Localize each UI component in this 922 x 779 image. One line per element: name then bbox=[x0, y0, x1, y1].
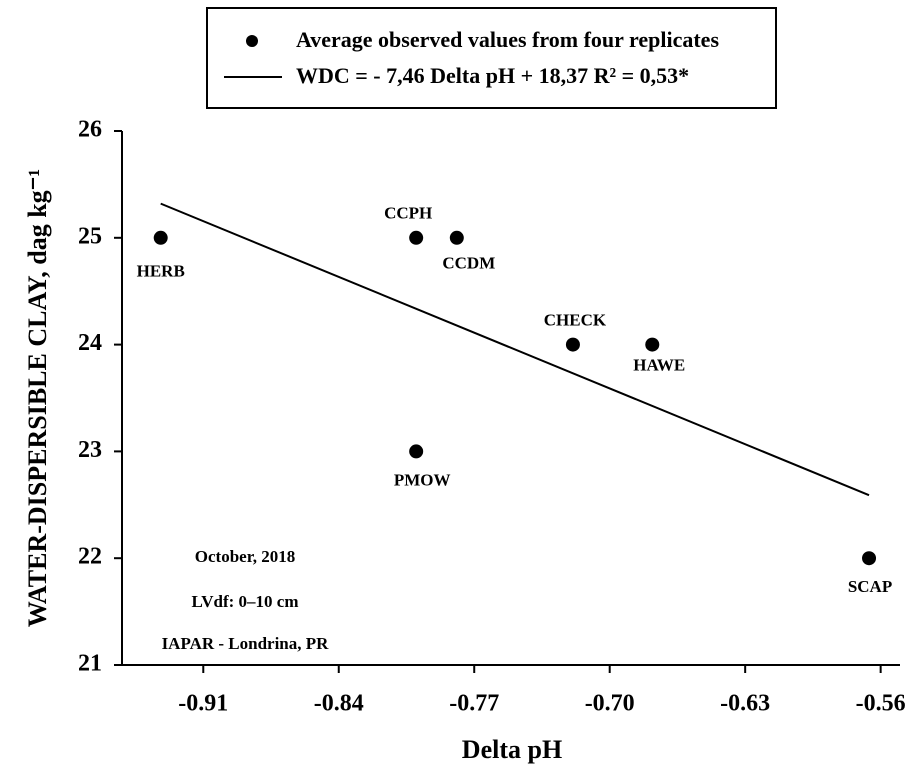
y-tick-label: 26 bbox=[78, 117, 102, 143]
y-tick-label: 21 bbox=[78, 651, 102, 677]
x-tick-label: -0.77 bbox=[449, 691, 499, 717]
regression-line bbox=[160, 202, 870, 497]
point-label: SCAP bbox=[848, 577, 892, 596]
x-tick-label: -0.91 bbox=[178, 691, 228, 717]
data-point bbox=[862, 551, 877, 566]
point-label: PMOW bbox=[394, 470, 451, 489]
point-label: HAWE bbox=[633, 356, 685, 375]
legend-label: WDC = - 7,46 Delta pH + 18,37 R² = 0,53* bbox=[296, 63, 689, 88]
data-point bbox=[565, 337, 580, 352]
data-point bbox=[409, 444, 424, 459]
data-point bbox=[409, 230, 424, 245]
data-point bbox=[449, 230, 464, 245]
y-tick-label: 25 bbox=[78, 223, 102, 249]
x-tick-label: -0.56 bbox=[856, 691, 906, 717]
y-tick-label: 24 bbox=[78, 330, 102, 356]
y-tick-label: 22 bbox=[78, 544, 102, 570]
y-tick-label: 23 bbox=[78, 437, 102, 463]
x-tick-label: -0.70 bbox=[585, 691, 635, 717]
x-axis-label: Delta pH bbox=[462, 735, 562, 764]
x-tick-label: -0.63 bbox=[720, 691, 770, 717]
data-point bbox=[153, 230, 168, 245]
annotation: IAPAR - Londrina, PR bbox=[162, 634, 330, 653]
point-label: CCPH bbox=[384, 204, 432, 223]
point-label: CHECK bbox=[544, 311, 607, 330]
y-axis-label: WATER-DISPERSIBLE CLAY, dag kg⁻¹ bbox=[23, 169, 52, 627]
x-tick-label: -0.84 bbox=[314, 691, 364, 717]
data-point bbox=[645, 337, 660, 352]
annotation: October, 2018 bbox=[195, 547, 295, 566]
legend-marker bbox=[246, 35, 258, 47]
point-label: HERB bbox=[137, 262, 185, 281]
legend-label: Average observed values from four replic… bbox=[296, 27, 719, 52]
legend-box bbox=[206, 7, 777, 109]
point-label: CCDM bbox=[442, 254, 495, 273]
annotation: LVdf: 0–10 cm bbox=[191, 592, 298, 611]
